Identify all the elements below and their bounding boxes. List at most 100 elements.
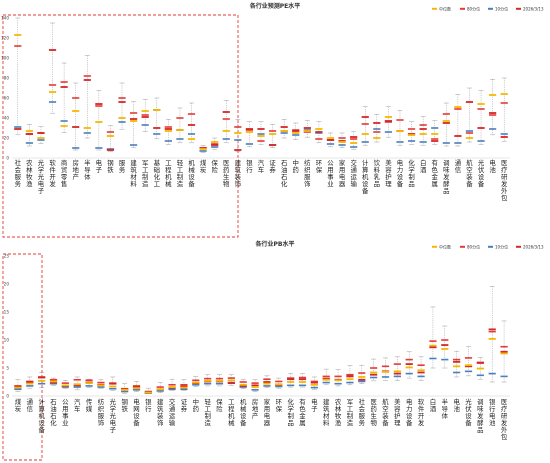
pe-p10-mark (280, 132, 288, 134)
pe-current-mark (199, 147, 207, 149)
pb-category-label: 调味发酵品 (477, 397, 484, 434)
pe-current-mark (465, 101, 474, 103)
pb-category-label: 军工制造 (347, 398, 354, 427)
pb-current-mark (464, 365, 473, 368)
pe-p10-mark (14, 126, 22, 128)
pe-category-label: 化学制品 (408, 158, 415, 188)
pb-y-tick: 0 (6, 394, 9, 399)
pe-p10-mark (37, 139, 45, 141)
pb-p80-mark (393, 363, 401, 365)
pe-p10-mark (303, 129, 311, 131)
pb-median-mark (121, 388, 129, 391)
pb-p10-mark (464, 370, 473, 373)
pe-legend-label: 2026/3/13 (523, 7, 544, 12)
pb-category-label: 环保 (276, 398, 283, 413)
pb-p10-mark (393, 375, 401, 378)
pb-category-label: 保险 (216, 397, 223, 413)
pe-category-label: 光学光电子 (38, 158, 45, 195)
pe-p10-mark (211, 146, 219, 148)
pb-current-mark (488, 328, 496, 331)
pb-category-label: 建筑装饰 (157, 397, 164, 427)
pe-p80-mark (83, 75, 91, 77)
pe-category-label: 社会服务 (15, 158, 22, 188)
pe-category-label: 调味发酵品 (443, 158, 450, 195)
pb-median-mark (204, 379, 212, 382)
pe-median-mark (130, 120, 138, 122)
pb-p80-mark (275, 380, 283, 383)
pe-p80-mark (48, 84, 57, 86)
pb-p10-mark (310, 386, 318, 389)
pb-p10-mark (488, 372, 496, 375)
pb-category-label: 计算机设备 (38, 397, 45, 434)
pb-median-mark (227, 379, 235, 382)
pb-category-label: 交通运输 (169, 397, 176, 427)
pb-category-label: 软件开发 (418, 397, 425, 427)
pe-p80-mark (361, 123, 369, 125)
pb-current-mark (132, 386, 141, 388)
pe-current-mark (48, 49, 57, 51)
pe-y-tick: 120 (1, 36, 9, 41)
pb-p10-mark (370, 376, 378, 379)
pb-median-mark (464, 364, 473, 367)
pb-current-mark (251, 384, 259, 387)
pe-current-mark (268, 144, 277, 146)
pe-p80-mark (350, 138, 358, 140)
pb-p80-mark (168, 384, 176, 386)
pb-median-mark (453, 365, 461, 368)
pb-p10-mark (180, 388, 188, 391)
pb-p10-mark (334, 382, 342, 385)
pe-median-mark (37, 137, 45, 139)
pe-y-tick: 0 (6, 156, 9, 161)
pb-category-label: 通信 (27, 397, 34, 413)
pe-current-mark (245, 128, 254, 130)
pe-median-mark (384, 116, 392, 118)
pb-median-mark (334, 379, 342, 382)
pe-category-label: 石油石化 (281, 159, 288, 188)
pb-median-mark (287, 381, 295, 383)
pe-highlight-box (2, 14, 239, 238)
pb-current-mark (310, 381, 318, 384)
pe-median-mark (211, 141, 219, 143)
pe-median-mark (442, 120, 450, 122)
pe-category-label: 电子 (96, 158, 103, 174)
pe-current-mark (338, 140, 346, 142)
pe-current-mark (419, 128, 427, 130)
pe-legend-swatch (460, 7, 465, 10)
pb-median-mark (180, 386, 188, 389)
pb-p80-mark (61, 382, 69, 384)
pb-p10-mark (358, 380, 366, 383)
pe-median-mark (477, 103, 485, 105)
pb-category-label: 机械设备 (240, 397, 247, 427)
pb-y-tick: 10 (4, 338, 10, 343)
pb-y-tick: 25 (4, 254, 10, 259)
pb-category-label: 电池 (453, 397, 460, 413)
pb-chart-title: 各行业PB水平 (255, 240, 295, 248)
pe-median-mark (234, 132, 242, 134)
pe-current-mark (118, 101, 126, 103)
pb-category-label: 电子 (311, 397, 318, 413)
pe-current-mark (315, 131, 323, 133)
pb-p10-mark (14, 388, 22, 391)
pe-median-mark (338, 141, 346, 143)
pe-median-mark (14, 34, 22, 36)
pe-current-mark (303, 127, 311, 129)
pe-p10-mark (164, 140, 172, 142)
pe-p10-mark (48, 101, 57, 103)
pb-category-label: 光伏设备 (465, 397, 472, 427)
pb-median-mark (310, 383, 318, 386)
pb-category-label: 工程机械 (228, 398, 235, 427)
pb-category-label: 农林牧渔 (335, 397, 342, 427)
pe-category-label: 轻工制造 (177, 158, 184, 188)
pe-median-mark (176, 129, 184, 131)
pb-p10-mark (287, 384, 295, 387)
pe-p80-mark (164, 126, 172, 128)
pb-category-label: 有色金属 (299, 397, 306, 427)
pb-p80-mark (346, 373, 354, 376)
pe-median-mark (245, 131, 254, 133)
pe-current-mark (350, 136, 358, 138)
pb-p80-mark (215, 377, 224, 380)
pe-median-mark (106, 135, 115, 137)
pb-p10-mark (38, 382, 46, 385)
pb-category-label: 证券 (181, 398, 188, 413)
pb-legend-swatch (488, 245, 493, 248)
